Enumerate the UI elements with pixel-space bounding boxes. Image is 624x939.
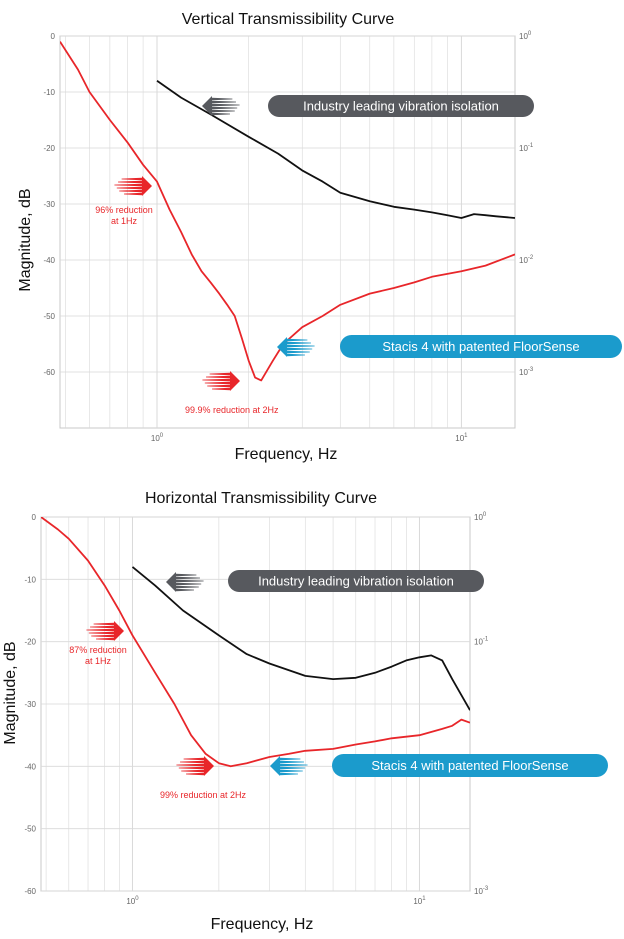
chart-title: Vertical Transmissibility Curve [182, 11, 395, 28]
red-curve [41, 517, 470, 768]
callout-label: Industry leading vibration isolation [303, 99, 499, 114]
y-tick-label: -20 [24, 638, 36, 647]
grey-arrow-icon [166, 572, 204, 592]
red-curve [60, 41, 515, 382]
red-arrow-icon [202, 371, 240, 391]
y-tick-label: -30 [24, 700, 36, 709]
callout-label: Stacis 4 with patented FloorSense [371, 758, 568, 773]
curves [41, 517, 470, 768]
reduction-annotation: 96% reduction [95, 205, 153, 215]
x-tick-label: 100 [126, 896, 139, 906]
blue-arrow-icon [277, 337, 315, 357]
red-arrow-icon [86, 621, 124, 641]
reduction-annotation: 87% reduction [69, 645, 127, 655]
chart-svg: 0 -10 -20 -30 -40 -50 -60 100 10-1 10-3 100 101 Hori… [2, 490, 608, 933]
grey-arrow-icon [202, 96, 240, 116]
x-axis-label: Frequency, Hz [211, 916, 314, 933]
y-tick-label: -30 [43, 200, 55, 209]
y-tick-label: -10 [43, 88, 55, 97]
y-axis-label: Magnitude, dB [17, 188, 34, 291]
red-arrow-icon [114, 176, 152, 196]
callout-label: Stacis 4 with patented FloorSense [382, 339, 579, 354]
reduction-annotation: at 1Hz [111, 216, 138, 226]
red-arrow-icon [176, 756, 214, 776]
y-tick-label: -60 [43, 368, 55, 377]
y-tick-label: -50 [24, 825, 36, 834]
y-tick-label: -50 [43, 312, 55, 321]
x-tick-label: 101 [455, 433, 468, 443]
vertical-transmissibility-chart: 0 -10 -20 -30 -40 -50 -60 100 10-1 10-2 10-3 100 101… [0, 0, 624, 468]
plot-area [59, 35, 516, 429]
reduction-annotation: at 1Hz [85, 656, 112, 666]
y-tick-label: 0 [51, 32, 56, 41]
horizontal-transmissibility-chart: 0 -10 -20 -30 -40 -50 -60 100 10-1 10-3 100 101 Hori… [0, 478, 624, 939]
callout-pill [332, 754, 608, 777]
reduction-annotation: 99% reduction at 2Hz [160, 790, 247, 800]
callout-label: Industry leading vibration isolation [258, 574, 454, 589]
y-tick-label: -60 [24, 887, 36, 896]
right-tick-label: 10-3 [519, 367, 534, 377]
x-tick-label: 101 [413, 896, 426, 906]
right-tick-label: 100 [519, 31, 532, 41]
right-tick-label: 10-3 [474, 886, 489, 896]
y-axis-label: Magnitude, dB [2, 641, 19, 744]
black-curve [131, 566, 470, 711]
callout-pill [268, 95, 534, 117]
x-tick-label: 100 [151, 433, 164, 443]
y-tick-label: -40 [43, 256, 55, 265]
y-tick-label: -40 [24, 762, 36, 771]
y-tick-label: -10 [24, 575, 36, 584]
chart-svg: 0 -10 -20 -30 -40 -50 -60 100 10-1 10-2 10-3 100 101… [17, 11, 622, 463]
black-curve [156, 80, 515, 219]
reduction-annotation: 99.9% reduction at 2Hz [185, 405, 279, 415]
callout-pill [228, 570, 484, 592]
callout-pill [340, 335, 622, 358]
right-tick-label: 10-1 [474, 637, 489, 647]
y-tick-label: 0 [32, 513, 37, 522]
chart-title: Horizontal Transmissibility Curve [145, 490, 377, 507]
right-tick-label: 10-1 [519, 143, 534, 153]
right-tick-label: 10-2 [519, 255, 534, 265]
y-tick-label: -20 [43, 144, 55, 153]
blue-arrow-icon [270, 756, 308, 776]
right-tick-label: 100 [474, 512, 487, 522]
x-axis-label: Frequency, Hz [235, 446, 338, 463]
curves [60, 41, 515, 382]
